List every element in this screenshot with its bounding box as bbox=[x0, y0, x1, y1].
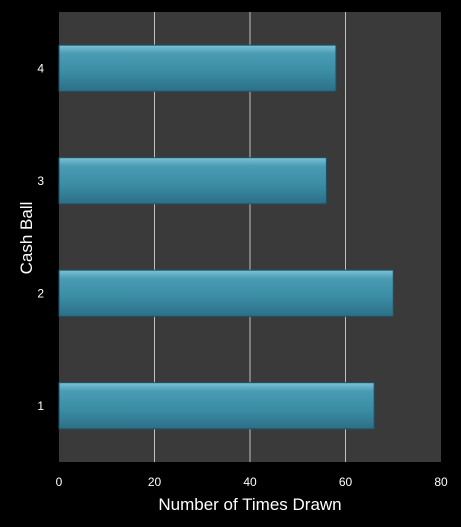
x-axis-title: Number of Times Drawn bbox=[158, 495, 341, 514]
bars bbox=[58, 44, 394, 430]
y-tick-label: 1 bbox=[37, 399, 44, 413]
y-tick-label: 3 bbox=[37, 174, 44, 188]
x-tick-label: 40 bbox=[243, 475, 257, 489]
bar-cash-ball-1 bbox=[58, 382, 375, 430]
x-tick-labels: 0 20 40 60 80 bbox=[56, 475, 448, 489]
bar-cash-ball-4 bbox=[58, 44, 337, 92]
y-axis-title: Cash Ball bbox=[17, 202, 36, 275]
bar-cash-ball-2 bbox=[58, 269, 394, 317]
y-tick-label: 2 bbox=[37, 286, 44, 300]
y-tick-label: 4 bbox=[37, 61, 44, 75]
x-tick-label: 60 bbox=[339, 475, 353, 489]
bar-cash-ball-3 bbox=[58, 157, 327, 205]
x-tick-label: 20 bbox=[148, 475, 162, 489]
x-tick-label: 80 bbox=[434, 475, 448, 489]
x-tick-label: 0 bbox=[56, 475, 63, 489]
y-tick-labels: 1 2 3 4 bbox=[37, 61, 44, 413]
